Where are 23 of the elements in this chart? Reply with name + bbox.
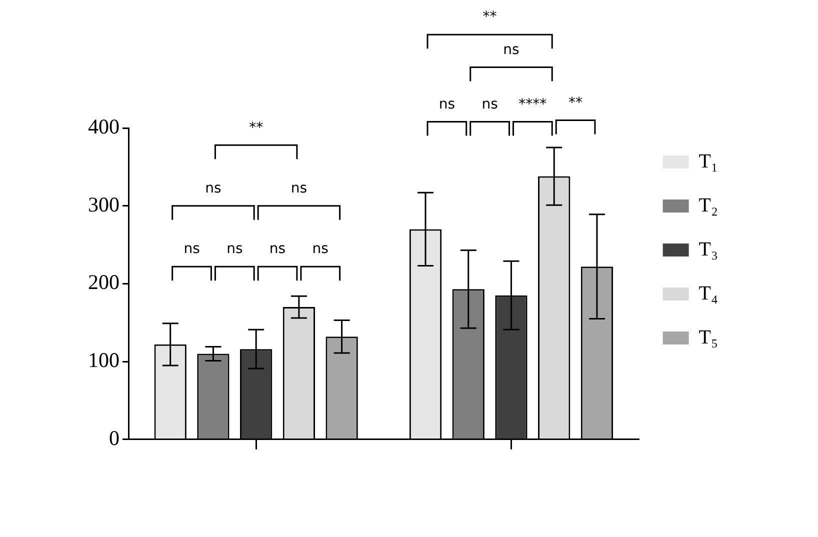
legend-label: T₁ — [698, 150, 718, 172]
y-tick-label: 100 — [88, 348, 120, 372]
annotation: ns — [205, 180, 222, 196]
text: ** — [482, 9, 497, 26]
legend-label: T₂ — [698, 194, 718, 216]
y-tick-label: 400 — [88, 114, 120, 139]
legend-label: T₃ — [698, 238, 718, 260]
text: ns — [482, 96, 498, 112]
annotation: ns — [269, 241, 286, 258]
text: **** — [518, 96, 547, 112]
annotation: ns — [312, 241, 328, 258]
text: ** — [568, 94, 583, 111]
y-tick-label: 0 — [109, 426, 120, 450]
y-tick-label: 200 — [88, 270, 120, 294]
annotation: ns — [290, 180, 308, 196]
legend-label: T₄ — [698, 282, 718, 304]
annotation: ** — [249, 120, 264, 136]
annotation: ns — [226, 241, 243, 258]
text: ns — [503, 42, 520, 58]
text: ns — [438, 96, 456, 112]
annotation: ns — [184, 241, 200, 258]
legend-label: T₅ — [698, 326, 718, 348]
y-tick-label: 300 — [88, 192, 120, 216]
